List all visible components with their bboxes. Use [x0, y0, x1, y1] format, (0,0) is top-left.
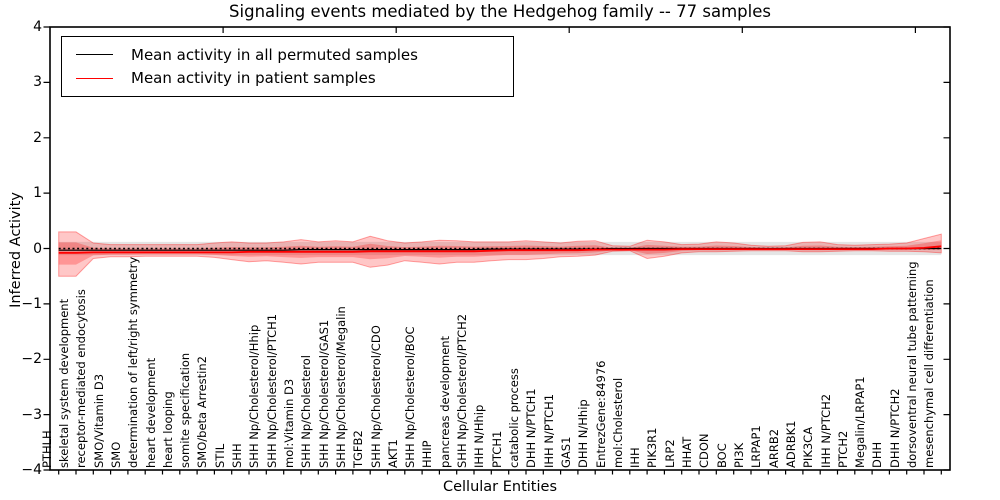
- legend: Mean activity in all permuted samples Me…: [61, 36, 514, 97]
- black-line-swatch: [76, 54, 113, 56]
- x-tick-label: SMO/beta Arrestin2: [195, 356, 210, 468]
- x-tick-label: STIL: [212, 443, 227, 468]
- y-tick-label: −4: [21, 462, 42, 478]
- x-tick-label: mesenchymal cell differentiation: [922, 279, 937, 468]
- x-tick-label: DHH N/PTCH2: [887, 388, 902, 468]
- x-tick-label: ARRB2: [766, 428, 781, 468]
- x-tick-label: PIK3CA: [801, 426, 816, 468]
- x-tick-label: BOC: [714, 443, 729, 468]
- y-tick-label: −2: [21, 351, 42, 368]
- x-tick-label: SMO: [108, 441, 123, 468]
- x-tick-label: skeletal system development: [56, 298, 71, 468]
- x-tick-label: dorsoventral neural tube patterning: [905, 261, 920, 468]
- x-tick-label: PTHLH: [39, 430, 54, 468]
- x-tick-label: LRPAP1: [749, 425, 764, 468]
- x-axis-label: Cellular Entities: [442, 479, 558, 495]
- axis-ticks: [43, 26, 950, 475]
- y-tick-label: 0: [33, 240, 42, 257]
- x-tick-label: HHAT: [680, 436, 695, 468]
- x-tick-label: SHH Np/Cholesterol/BOC: [403, 326, 418, 468]
- x-tick-label: receptor-mediated endocytosis: [74, 289, 89, 468]
- y-tick-label: 3: [33, 74, 42, 91]
- legend-label: Mean activity in patient samples: [131, 69, 376, 88]
- x-tick-label: SHH Np/Cholesterol/Hhip: [247, 324, 262, 468]
- x-tick-label: AKT1: [385, 439, 400, 468]
- x-tick-label: Megalin/LRPAP1: [853, 376, 868, 468]
- x-tick-label: EntrezGene:84976: [593, 360, 608, 468]
- x-tick-label: SHH Np/Cholesterol/PTCH2: [455, 313, 470, 468]
- legend-label: Mean activity in all permuted samples: [131, 45, 418, 64]
- x-tick-label: PTCH2: [835, 430, 850, 468]
- x-tick-label: SMO/Vitamin D3: [91, 373, 106, 468]
- x-tick-label: TGFB2: [351, 430, 366, 468]
- x-tick-label: IHH: [628, 447, 643, 468]
- chart-title: Signaling events mediated by the Hedgeho…: [229, 2, 771, 21]
- x-tick-label: GAS1: [558, 436, 573, 468]
- x-tick-label: DHH N/Hhip: [576, 399, 591, 468]
- x-tick-label: CDON: [697, 433, 712, 468]
- x-tick-label: DHH: [870, 441, 885, 468]
- x-tick-label: mol:Cholesterol: [610, 377, 625, 468]
- x-tick-label: PIK3R1: [645, 427, 660, 469]
- x-tick-label: mol:Vitamin D3: [281, 378, 296, 468]
- x-tick-label: ADRBK1: [783, 420, 798, 468]
- x-tick-label: IHH N/Hhip: [472, 404, 487, 468]
- x-tick-label: DHH N/PTCH1: [524, 388, 539, 468]
- x-tick-label: SHH Np/Cholesterol: [299, 355, 314, 468]
- x-tick-label: SHH Np/Cholesterol/CDO: [368, 325, 383, 468]
- x-tick-label: SHH Np/Cholesterol/PTCH1: [264, 313, 279, 468]
- x-tick-label: LRP2: [662, 439, 677, 468]
- x-tick-label: PTCH1: [489, 430, 504, 468]
- x-tick-label: pancreas development: [437, 335, 452, 468]
- x-tick-label: heart development: [143, 357, 158, 468]
- y-tick-label: −1: [21, 295, 42, 312]
- y-tick-label: 1: [33, 185, 42, 202]
- x-tick-label: IHH N/PTCH2: [818, 393, 833, 468]
- x-tick-label: heart looping: [160, 391, 175, 468]
- patient-std-band-inner: [58, 240, 942, 265]
- x-tick-label: PI3K: [731, 442, 746, 468]
- x-tick-label: HHIP: [420, 440, 435, 468]
- x-tick-label: SHH: [230, 443, 245, 468]
- x-tick-label: catabolic process: [506, 368, 521, 468]
- y-tick-label: 4: [33, 19, 42, 35]
- x-tick-label: somite specification: [178, 352, 193, 468]
- patient-mean-line: [58, 245, 942, 254]
- x-tick-label: IHH N/PTCH1: [541, 393, 556, 468]
- y-tick-label: 2: [33, 129, 42, 146]
- x-tick-label: SHH Np/Cholesterol/Megalin: [333, 306, 348, 468]
- legend-entry-permuted: Mean activity in all permuted samples: [62, 46, 513, 64]
- red-line-swatch: [76, 77, 113, 79]
- patient-std-band-outer: [58, 231, 942, 277]
- x-tick-label: SHH Np/Cholesterol/GAS1: [316, 319, 331, 468]
- y-tick-label: −3: [21, 406, 42, 423]
- legend-entry-patient: Mean activity in patient samples: [62, 69, 513, 87]
- x-tick-label: determination of left/right symmetry: [126, 256, 141, 468]
